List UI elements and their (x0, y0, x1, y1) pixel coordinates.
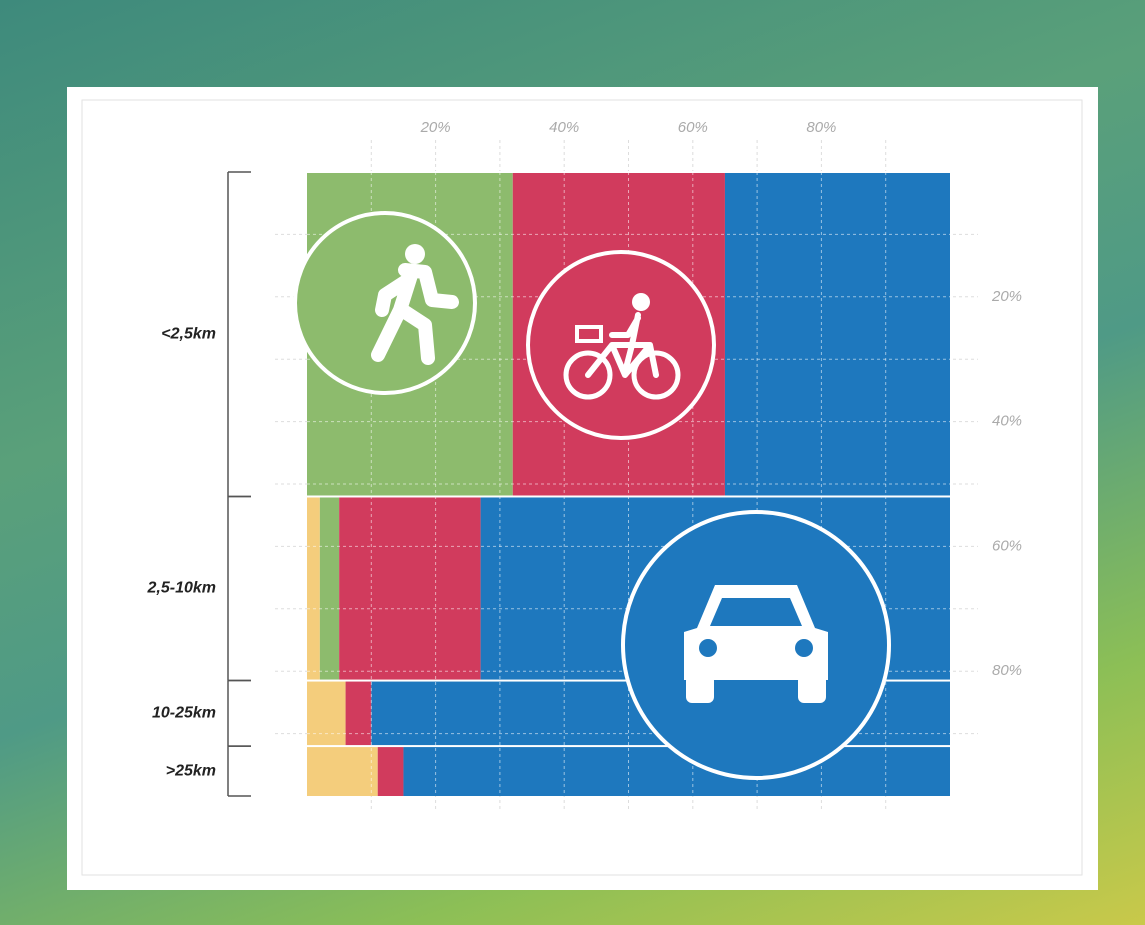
row-label: <2,5km (161, 325, 216, 342)
segment (345, 680, 372, 747)
car-icon (621, 510, 891, 780)
segment (377, 746, 404, 796)
x-tick-label: 60% (678, 119, 708, 136)
panel-border (81, 99, 1083, 876)
y-tick-label: 20% (991, 288, 1022, 305)
segment (319, 496, 340, 681)
bike-icon (526, 250, 716, 440)
row-label: 10-25km (152, 705, 216, 722)
y-tick-label: 80% (992, 662, 1022, 679)
segment (339, 496, 481, 681)
row-label: >25km (166, 762, 216, 779)
segment (307, 680, 346, 747)
walk-icon (293, 211, 477, 395)
row-label: 2,5-10km (147, 580, 217, 597)
x-tick-label: 20% (420, 119, 451, 136)
y-tick-label: 40% (992, 413, 1022, 430)
row-separator (307, 745, 950, 748)
segment (724, 172, 950, 497)
icons (293, 211, 891, 780)
x-tick-label: 40% (549, 119, 579, 136)
axes: <2,5km 2,5-10km 10-25km >25km 20% 40% 60% 80% 20… (147, 119, 1022, 797)
segment (307, 746, 378, 796)
y-tick-label: 60% (992, 537, 1022, 554)
segment (403, 746, 950, 796)
segment (307, 496, 320, 681)
x-tick-label: 80% (806, 119, 836, 136)
